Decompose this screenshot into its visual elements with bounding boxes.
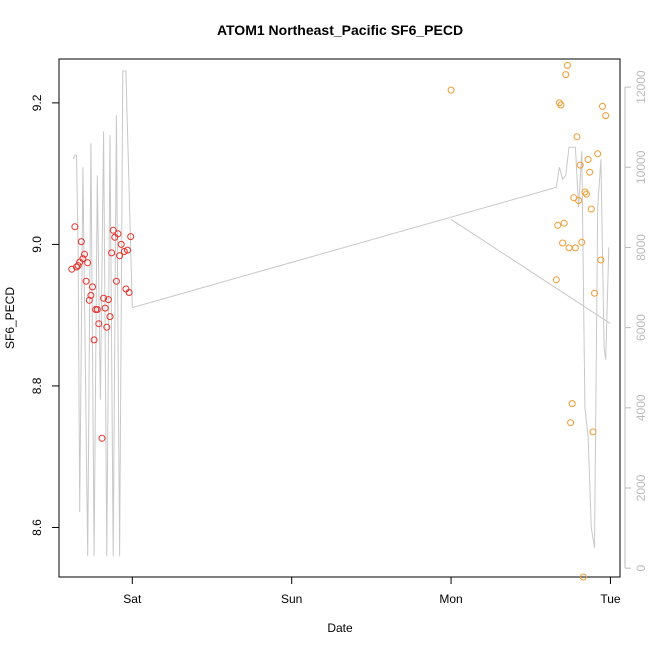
point-s1-28: [599, 102, 606, 110]
point-s0-6: [79, 255, 87, 263]
x-tick-label: Sun: [281, 592, 302, 606]
point-s1-26: [594, 150, 602, 158]
point-s0-22: [106, 313, 114, 321]
point-s1-27: [597, 256, 605, 264]
chart-title: ATOM1 Northeast_Pacific SF6_PECD: [217, 22, 463, 38]
point-s0-32: [124, 246, 131, 254]
y2-tick-label: 2000: [634, 474, 648, 501]
point-s0-24: [109, 226, 117, 234]
point-s0-3: [74, 262, 82, 270]
y2-axis: 0 2000 4000 6000 8000 10000 12000: [624, 70, 648, 572]
point-s1-13: [571, 244, 579, 252]
point-s1-4: [557, 101, 565, 109]
points-layer: [68, 61, 610, 581]
point-s1-20: [583, 190, 590, 198]
point-s0-30: [120, 248, 128, 255]
point-s1-17: [578, 238, 586, 246]
point-s0-34: [127, 233, 135, 241]
y-tick-label: 9.2: [30, 94, 44, 111]
point-s0-8: [82, 277, 90, 285]
y-tick-label: 8.6: [30, 519, 44, 536]
point-s1-11: [568, 400, 576, 408]
y2-tick-label: 12000: [634, 70, 648, 104]
point-s0-2: [73, 263, 80, 271]
point-s0-7: [81, 250, 88, 258]
point-s1-15: [575, 197, 583, 204]
point-s1-10: [567, 419, 575, 427]
point-s0-20: [103, 323, 111, 331]
y2-tick-label: 0: [634, 565, 648, 572]
point-s1-18: [579, 573, 587, 581]
point-s0-27: [114, 230, 122, 238]
point-s0-18: [100, 294, 108, 302]
point-s0-19: [101, 304, 109, 312]
point-s0-5: [77, 238, 85, 246]
point-s1-16: [576, 161, 584, 169]
x-axis: Sat Sun Mon Tue: [123, 577, 621, 606]
y-axis: 8.6 8.8 9.0 9.2: [30, 94, 59, 536]
point-s1-14: [573, 133, 581, 141]
y-tick-label: 8.8: [30, 377, 44, 394]
y2-tick-label: 10000: [634, 150, 648, 184]
point-s0-21: [104, 296, 112, 304]
x-tick-label: Mon: [439, 592, 462, 606]
point-s1-7: [562, 71, 570, 79]
point-s0-16: [95, 320, 103, 328]
y-tick-label: 9.0: [30, 236, 44, 253]
point-s0-10: [85, 296, 93, 304]
point-s1-29: [602, 112, 610, 120]
point-s0-26: [112, 277, 120, 285]
line-segment-0: [72, 70, 133, 557]
point-s1-22: [586, 168, 594, 176]
point-s1-19: [581, 188, 589, 196]
point-s0-11: [87, 291, 95, 299]
point-s0-29: [117, 240, 125, 248]
y2-tick-label: 8000: [634, 234, 648, 261]
line-segment-2: [450, 218, 611, 325]
point-s1-3: [555, 99, 563, 107]
point-s0-13: [90, 336, 98, 344]
y2-tick-label: 4000: [634, 394, 648, 421]
point-s1-25: [591, 289, 598, 297]
point-s1-1: [552, 276, 560, 284]
y2-tick-label: 6000: [634, 314, 648, 341]
point-s1-21: [584, 156, 592, 163]
y-axis-label: SF6_PECD: [3, 287, 17, 349]
point-s1-23: [587, 205, 595, 213]
point-s0-28: [116, 252, 124, 260]
point-s0-12: [89, 283, 96, 291]
line-segment-1: [132, 146, 610, 549]
x-tick-label: Sat: [123, 592, 142, 606]
point-s0-9: [84, 259, 92, 267]
point-s1-0: [447, 86, 455, 94]
point-s0-15: [93, 306, 101, 313]
point-s0-23: [108, 249, 116, 257]
x-tick-label: Tue: [600, 592, 621, 606]
point-s0-33: [125, 289, 133, 296]
plot-frame: [58, 58, 621, 578]
point-s1-6: [560, 219, 568, 227]
point-s0-1: [71, 223, 79, 231]
point-s1-8: [563, 61, 571, 69]
point-s1-2: [554, 221, 562, 229]
x-axis-label: Date: [327, 621, 353, 635]
point-s1-5: [559, 239, 567, 247]
line-layer: [72, 70, 611, 557]
point-s1-24: [589, 428, 597, 436]
point-s0-17: [98, 434, 106, 442]
